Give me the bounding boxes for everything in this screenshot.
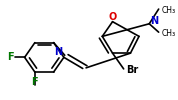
Text: F: F [32,77,38,87]
Text: N: N [150,16,158,26]
Text: F: F [7,52,14,62]
Text: CH₃: CH₃ [161,29,175,38]
Text: N: N [54,47,62,57]
Text: CH₃: CH₃ [161,6,175,15]
Text: Br: Br [126,65,138,75]
Text: O: O [108,12,117,22]
